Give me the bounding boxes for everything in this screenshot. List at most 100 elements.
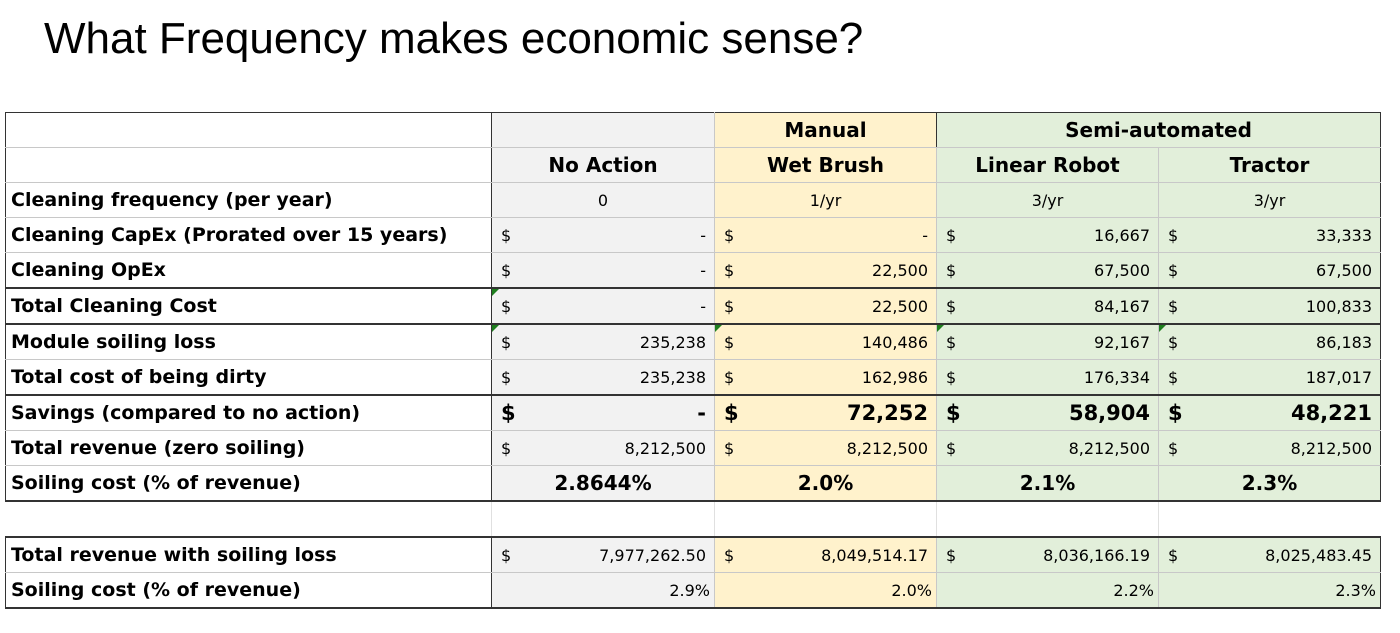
cell-value: 3/yr: [1158, 182, 1381, 218]
col-tractor: Tractor: [1158, 147, 1381, 183]
row-label: Total revenue with soiling loss: [5, 536, 492, 573]
cell-value: 8,212,500: [1290, 438, 1372, 458]
slide-title: What Frequency makes economic sense?: [44, 14, 864, 63]
group-semi-automated: Semi-automated: [936, 112, 1381, 148]
currency-symbol: $: [501, 260, 512, 280]
currency-symbol: $: [1168, 260, 1179, 280]
cell-value: 22,500: [872, 296, 928, 316]
cell-value: 86,183: [1316, 332, 1372, 352]
currency-symbol: $: [724, 545, 735, 565]
cost-comparison-table: Manual Semi-automated No Action Wet Brus…: [5, 112, 1381, 609]
row-label: Soiling cost (% of revenue): [5, 465, 492, 502]
cell-value: 7,977,262.50: [599, 545, 706, 565]
currency-symbol: $: [501, 225, 512, 245]
cell-value: 33,333: [1316, 225, 1372, 245]
cell-value: 2.0%: [714, 465, 937, 502]
currency-symbol: $: [1168, 296, 1179, 316]
cell-value: 72,252: [846, 401, 928, 425]
cell-value: 16,667: [1094, 225, 1150, 245]
currency-symbol: $: [1168, 438, 1179, 458]
table-row: Savings (compared to no action) $ - $72,2…: [5, 394, 1381, 431]
cell-value: 22,500: [872, 260, 928, 280]
cell-value: 67,500: [1094, 260, 1150, 280]
cell-value: 140,486: [861, 332, 928, 352]
currency-symbol: $: [724, 367, 735, 387]
table-row: Total Cleaning Cost $ - $22,500 $84,167 $…: [5, 287, 1381, 325]
currency-symbol: $: [1168, 332, 1179, 352]
currency-symbol: $: [724, 332, 735, 352]
currency-symbol: $: [1168, 225, 1179, 245]
cell-value: 2.9%: [491, 572, 715, 609]
cell-value: -: [697, 401, 706, 425]
col-linear-robot: Linear Robot: [936, 147, 1159, 183]
cell-value: 92,167: [1094, 332, 1150, 352]
currency-symbol: $: [501, 401, 516, 425]
table-row: Soiling cost (% of revenue) 2.9% 2.0% 2.…: [5, 572, 1381, 609]
cell-value: 8,212,500: [846, 438, 928, 458]
table-row: Soiling cost (% of revenue) 2.8644% 2.0%…: [5, 465, 1381, 502]
currency-symbol: $: [946, 260, 957, 280]
col-wet-brush: Wet Brush: [714, 147, 937, 183]
cell-value: 100,833: [1305, 296, 1372, 316]
table-row: Total revenue with soiling loss $7,977,2…: [5, 536, 1381, 573]
table-row: Cleaning CapEx (Prorated over 15 years) …: [5, 217, 1381, 253]
currency-symbol: $: [1168, 401, 1183, 425]
currency-symbol: $: [1168, 367, 1179, 387]
cell-value: 58,904: [1068, 401, 1150, 425]
column-header-row: No Action Wet Brush Linear Robot Tractor: [5, 147, 1381, 183]
row-label: Cleaning frequency (per year): [5, 182, 492, 218]
cell-value: 2.2%: [936, 572, 1159, 609]
currency-symbol: $: [946, 438, 957, 458]
currency-symbol: $: [501, 296, 512, 316]
row-label: Module soiling loss: [5, 323, 492, 360]
table-row: Total cost of being dirty $235,238 $162,…: [5, 359, 1381, 396]
cell-value: 8,049,514.17: [821, 545, 928, 565]
cell-value: 1/yr: [714, 182, 937, 218]
cell-value: 3/yr: [936, 182, 1159, 218]
currency-symbol: $: [946, 332, 957, 352]
cell-value: 2.1%: [936, 465, 1159, 502]
cell-value: 187,017: [1305, 367, 1372, 387]
row-label: Total revenue (zero soiling): [5, 430, 492, 466]
col-no-action: No Action: [491, 147, 715, 183]
cell-value: 2.3%: [1158, 572, 1381, 609]
currency-symbol: $: [724, 260, 735, 280]
currency-symbol: $: [724, 401, 739, 425]
currency-symbol: $: [1168, 545, 1179, 565]
spacer-row: [5, 501, 1381, 538]
cell-value: 235,238: [639, 332, 706, 352]
currency-symbol: $: [724, 296, 735, 316]
row-label: Total cost of being dirty: [5, 359, 492, 396]
cell-value: 162,986: [861, 367, 928, 387]
currency-symbol: $: [724, 225, 735, 245]
currency-symbol: $: [501, 367, 512, 387]
currency-symbol: $: [946, 296, 957, 316]
cell-value: 8,025,483.45: [1265, 545, 1372, 565]
currency-symbol: $: [501, 438, 512, 458]
cell-value: 2.0%: [714, 572, 937, 609]
row-label: Cleaning OpEx: [5, 252, 492, 289]
cell-value: -: [700, 260, 706, 280]
currency-symbol: $: [946, 545, 957, 565]
cell-value: 8,036,166.19: [1043, 545, 1150, 565]
table-row: Module soiling loss $235,238 $140,486 $9…: [5, 323, 1381, 360]
group-header-row: Manual Semi-automated: [5, 112, 1381, 148]
cell-value: 84,167: [1094, 296, 1150, 316]
cell-value: 176,334: [1083, 367, 1150, 387]
currency-symbol: $: [946, 367, 957, 387]
currency-symbol: $: [946, 225, 957, 245]
group-manual: Manual: [714, 112, 937, 148]
cell-value: 67,500: [1316, 260, 1372, 280]
table-row: Cleaning OpEx $ - $22,500 $67,500 $67,500: [5, 252, 1381, 289]
cell-value: 2.8644%: [491, 465, 715, 502]
currency-symbol: $: [946, 401, 961, 425]
currency-symbol: $: [501, 545, 512, 565]
cell-value: 0: [491, 182, 715, 218]
cell-value: 2.3%: [1158, 465, 1381, 502]
table-row: Total revenue (zero soiling) $8,212,500 …: [5, 430, 1381, 466]
row-label: Total Cleaning Cost: [5, 287, 492, 325]
cell-value: 48,221: [1290, 401, 1372, 425]
currency-symbol: $: [724, 438, 735, 458]
cell-value: 8,212,500: [1068, 438, 1150, 458]
currency-symbol: $: [501, 332, 512, 352]
